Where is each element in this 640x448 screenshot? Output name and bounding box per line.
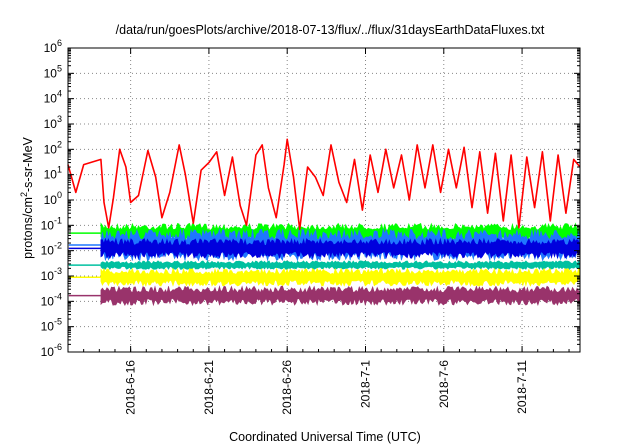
y-tick-label: 10-4 xyxy=(41,291,62,308)
x-tick-label: 2018-6-16 xyxy=(124,360,138,415)
flux-series-line-1 xyxy=(67,138,581,231)
data-series xyxy=(67,138,581,307)
x-axis: 2018-6-16 2018-6-21 2018-6-26 2018-7-1 2018-… xyxy=(67,48,570,415)
y-tick-label: 101 xyxy=(44,165,62,182)
y-tick-label: 10-5 xyxy=(41,317,62,334)
y-tick-label: 10-2 xyxy=(41,241,62,258)
x-tick-label: 2018-7-6 xyxy=(437,360,451,408)
x-tick-label: 2018-6-21 xyxy=(202,360,216,415)
y-tick-label: 105 xyxy=(44,63,62,80)
y-tick-label: 103 xyxy=(44,114,62,131)
x-tick-label: 2018-6-26 xyxy=(280,360,294,415)
y-tick-label: 102 xyxy=(44,139,62,156)
x-tick-label: 2018-7-11 xyxy=(515,360,529,414)
y-tick-label: 104 xyxy=(44,89,62,106)
x-tick-label: 2018-7-1 xyxy=(358,360,372,408)
y-tick-label: 100 xyxy=(44,190,62,207)
y-axis-label: protons/cm2-s-sr-MeV xyxy=(19,136,35,258)
y-axis: 10-6 10-5 10-4 10-3 10-2 10-1 100 101 102 103 104 1… xyxy=(41,38,580,359)
y-tick-label: 10-6 xyxy=(41,342,62,359)
y-tick-label: 106 xyxy=(44,38,62,55)
y-axis-label-base: protons/cm xyxy=(21,197,35,259)
y-tick-label: 10-3 xyxy=(41,266,62,283)
x-axis-label: Coordinated Universal Time (UTC) xyxy=(229,430,421,444)
y-tick-label: 10-1 xyxy=(41,215,62,232)
y-axis-label-sup: 2 xyxy=(19,192,29,197)
y-axis-label-rest: -s-sr-MeV xyxy=(21,136,35,192)
chart-title: /data/run/goesPlots/archive/2018-07-13/f… xyxy=(116,23,545,37)
